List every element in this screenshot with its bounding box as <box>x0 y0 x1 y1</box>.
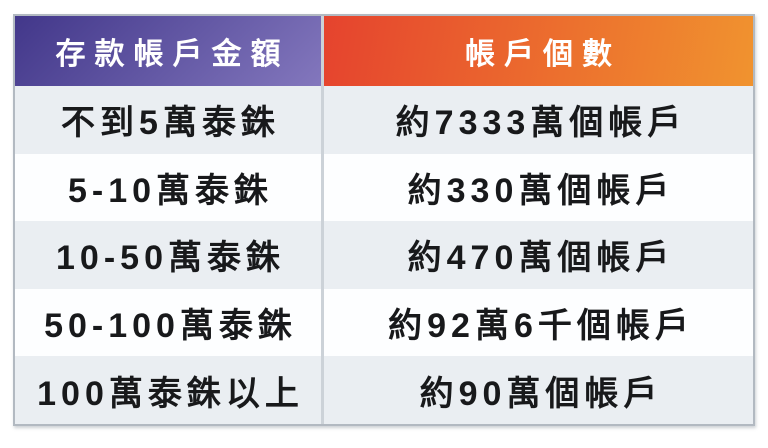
table-grid: 存款帳戶金額 帳戶個數 不到5萬泰銖 約7333萬個帳戶 5-10萬泰銖 約33… <box>13 14 755 426</box>
count-cell-row-3: 約470萬個帳戶 <box>324 221 753 289</box>
count-cell-row-2: 約330萬個帳戶 <box>324 153 753 222</box>
column-header-deposit-amount: 存款帳戶金額 <box>15 16 321 86</box>
column-header-account-count: 帳戶個數 <box>324 16 753 86</box>
amount-cell-row-1: 不到5萬泰銖 <box>15 86 321 154</box>
deposit-accounts-table: 存款帳戶金額 帳戶個數 不到5萬泰銖 約7333萬個帳戶 5-10萬泰銖 約33… <box>13 14 755 426</box>
count-cell-row-4: 約92萬6千個帳戶 <box>324 288 753 357</box>
count-cell-row-1: 約7333萬個帳戶 <box>324 86 753 154</box>
count-cell-row-5: 約90萬個帳戶 <box>324 356 753 424</box>
amount-cell-row-5: 100萬泰銖以上 <box>15 356 321 424</box>
amount-cell-row-2: 5-10萬泰銖 <box>15 153 321 222</box>
amount-cell-row-3: 10-50萬泰銖 <box>15 221 321 289</box>
amount-cell-row-4: 50-100萬泰銖 <box>15 288 321 357</box>
